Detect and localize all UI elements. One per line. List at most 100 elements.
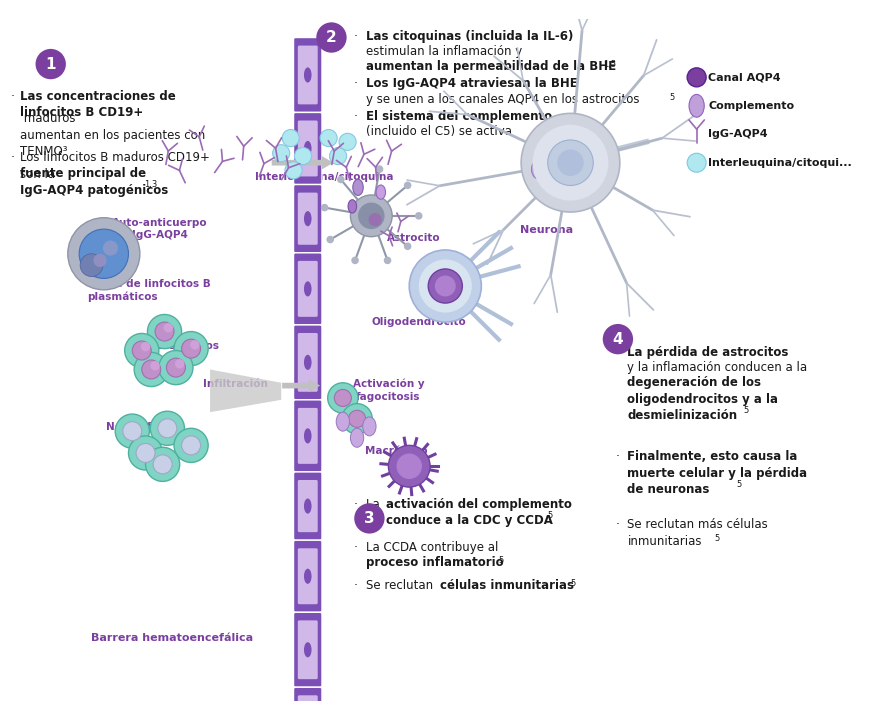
Text: 1,5: 1,5 <box>603 60 616 69</box>
Circle shape <box>350 195 392 237</box>
FancyBboxPatch shape <box>294 325 322 400</box>
Text: ·: · <box>616 450 628 463</box>
Circle shape <box>103 240 118 256</box>
Text: y la inflamación conducen a la: y la inflamación conducen a la <box>628 361 808 374</box>
Circle shape <box>174 331 208 366</box>
Ellipse shape <box>574 150 586 167</box>
Text: ·: · <box>10 90 23 103</box>
Text: 5: 5 <box>715 534 720 543</box>
Text: y se unen a los canales AQP4 en los astrocitos: y se unen a los canales AQP4 en los astr… <box>365 93 639 106</box>
Circle shape <box>328 383 358 413</box>
Circle shape <box>687 153 706 172</box>
Circle shape <box>603 324 633 354</box>
Circle shape <box>142 360 161 379</box>
Circle shape <box>166 358 185 377</box>
FancyBboxPatch shape <box>298 333 318 392</box>
Text: Barrera hematoencefálica: Barrera hematoencefálica <box>91 633 253 643</box>
Circle shape <box>174 428 208 462</box>
FancyArrow shape <box>282 379 320 392</box>
Ellipse shape <box>304 141 311 156</box>
FancyBboxPatch shape <box>294 540 322 612</box>
FancyBboxPatch shape <box>294 472 322 540</box>
Text: fuente principal de
IgG-AQP4 patogénicos: fuente principal de IgG-AQP4 patogénicos <box>20 168 169 197</box>
FancyBboxPatch shape <box>294 112 322 184</box>
Text: 3: 3 <box>364 511 375 526</box>
Circle shape <box>404 243 412 250</box>
FancyBboxPatch shape <box>298 548 318 604</box>
Circle shape <box>326 235 334 243</box>
Circle shape <box>384 256 392 264</box>
Text: ·: · <box>616 518 628 531</box>
Circle shape <box>68 217 140 290</box>
Text: estimulan la inflamación y: estimulan la inflamación y <box>365 45 525 58</box>
Circle shape <box>404 181 412 189</box>
Ellipse shape <box>545 158 558 175</box>
Circle shape <box>295 148 311 165</box>
Text: Activación y
fagocitosis: Activación y fagocitosis <box>352 379 424 402</box>
Text: Interleuquina/citoquina: Interleuquina/citoquina <box>254 172 393 182</box>
Ellipse shape <box>588 147 600 163</box>
Text: Canal AQP4: Canal AQP4 <box>708 72 780 82</box>
Circle shape <box>687 68 706 87</box>
Text: 5: 5 <box>571 579 576 588</box>
Circle shape <box>132 341 151 360</box>
Circle shape <box>128 436 163 470</box>
Text: Las citoquinas (incluida la IL-6): Las citoquinas (incluida la IL-6) <box>365 30 573 43</box>
Circle shape <box>316 22 347 53</box>
Text: ·: · <box>354 498 366 510</box>
Text: aumentan la permeabilidad de la BHE: aumentan la permeabilidad de la BHE <box>365 60 616 73</box>
FancyBboxPatch shape <box>298 45 318 104</box>
Circle shape <box>285 162 302 179</box>
Ellipse shape <box>304 569 311 584</box>
Ellipse shape <box>304 68 311 83</box>
FancyBboxPatch shape <box>294 612 322 687</box>
Text: activación del complemento
conduce a la CDC y CCDA: activación del complemento conduce a la … <box>386 498 572 527</box>
Circle shape <box>339 133 356 150</box>
Text: ·: · <box>354 579 366 592</box>
Circle shape <box>521 113 620 212</box>
Text: La pérdida de astrocitos: La pérdida de astrocitos <box>628 346 788 359</box>
FancyBboxPatch shape <box>298 696 318 720</box>
Circle shape <box>94 253 107 267</box>
Ellipse shape <box>304 716 311 720</box>
Text: 2: 2 <box>326 30 336 45</box>
Ellipse shape <box>304 428 311 444</box>
Text: Complemento: Complemento <box>708 101 794 111</box>
Text: Infiltración: Infiltración <box>204 379 268 389</box>
Circle shape <box>558 150 584 176</box>
Text: maduros
aumentan en los pacientes con
TENMO³: maduros aumentan en los pacientes con TE… <box>20 112 205 158</box>
Text: Se reclutan más células
inmunitarias: Se reclutan más células inmunitarias <box>628 518 768 548</box>
Text: Los linfocitos B maduros CD19+
son la: Los linfocitos B maduros CD19+ son la <box>20 151 211 181</box>
Text: Interleuquina/citoqui...: Interleuquina/citoqui... <box>708 158 852 168</box>
FancyBboxPatch shape <box>294 687 322 720</box>
Circle shape <box>320 130 337 147</box>
Circle shape <box>146 447 180 482</box>
Circle shape <box>282 130 299 147</box>
Text: Neutrófilos: Neutrófilos <box>106 422 171 432</box>
Text: 1,3: 1,3 <box>143 180 157 189</box>
Text: Linaje de linfocitos B
plasmáticos: Linaje de linfocitos B plasmáticos <box>87 279 211 302</box>
FancyBboxPatch shape <box>298 120 318 176</box>
Ellipse shape <box>348 199 357 213</box>
Circle shape <box>182 339 200 358</box>
Circle shape <box>36 49 66 79</box>
Text: Neurona: Neurona <box>520 225 573 235</box>
Text: La CCDA contribuye al: La CCDA contribuye al <box>365 541 502 554</box>
Ellipse shape <box>560 154 572 171</box>
Circle shape <box>349 410 365 428</box>
Circle shape <box>548 140 593 186</box>
Ellipse shape <box>304 498 311 513</box>
Circle shape <box>148 315 182 348</box>
Circle shape <box>329 148 347 165</box>
Circle shape <box>409 250 482 322</box>
Ellipse shape <box>350 428 364 447</box>
Circle shape <box>191 340 199 350</box>
Circle shape <box>136 444 155 462</box>
Circle shape <box>337 176 344 184</box>
Text: 5: 5 <box>498 557 503 565</box>
Circle shape <box>369 213 382 226</box>
Text: ·: · <box>616 346 628 359</box>
FancyBboxPatch shape <box>294 253 322 325</box>
FancyBboxPatch shape <box>298 261 318 317</box>
Text: 5: 5 <box>537 125 542 134</box>
